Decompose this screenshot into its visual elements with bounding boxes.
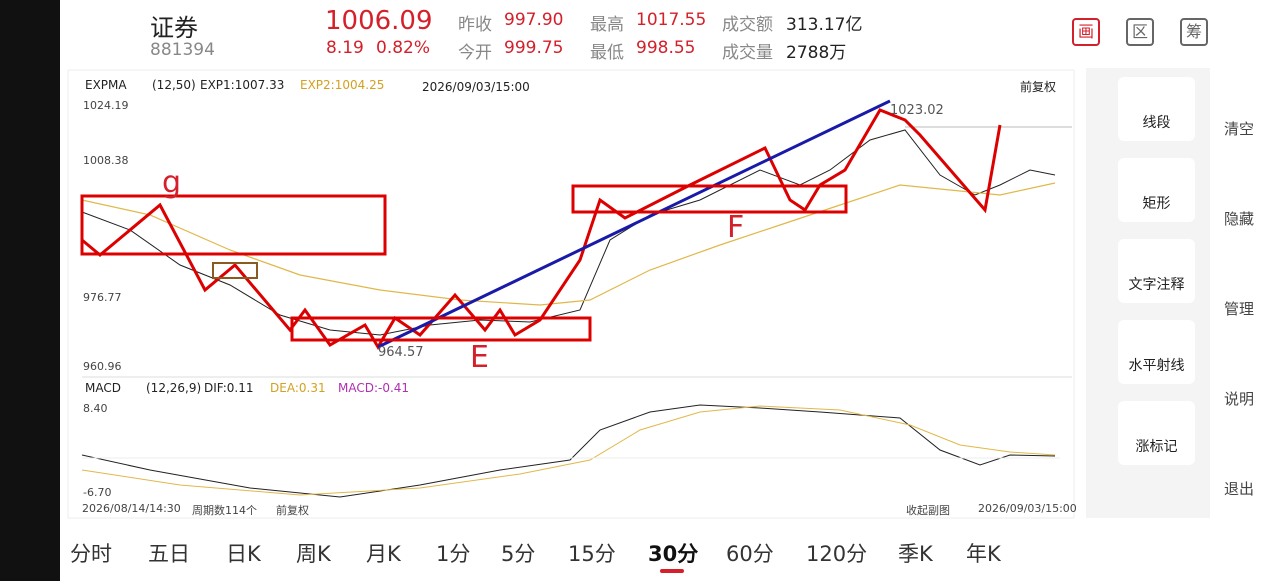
- stat-label: 昨收: [458, 15, 492, 35]
- tool-icon[interactable]: 筹: [1180, 18, 1208, 46]
- stat-label: 成交量: [722, 43, 773, 63]
- exp1: EXP1:1007.33: [200, 78, 285, 92]
- box-f: [571, 184, 848, 214]
- period-tab[interactable]: 30分: [648, 542, 699, 566]
- annotation: F: [727, 210, 745, 245]
- period-tab[interactable]: 月K: [366, 542, 401, 566]
- stock-code: 881394: [150, 40, 215, 60]
- y-label: 960.96: [83, 360, 122, 373]
- tool-button[interactable]: [1118, 158, 1195, 222]
- dea-line: [81, 405, 1056, 496]
- period-tab[interactable]: 季K: [898, 542, 933, 566]
- exp2: EXP2:1004.25: [300, 78, 385, 92]
- box-g: [80, 194, 387, 256]
- indicator: EXPMA: [85, 78, 127, 92]
- tool-button[interactable]: [1118, 320, 1195, 384]
- tool-button[interactable]: [1118, 77, 1195, 141]
- adjust: 前复权: [276, 504, 309, 517]
- side-button[interactable]: 退出: [1224, 480, 1255, 498]
- tool-label[interactable]: 涨标记: [1135, 439, 1178, 455]
- trend-line: [377, 99, 891, 349]
- adjust[interactable]: 前复权: [1020, 80, 1057, 94]
- side-button[interactable]: 说明: [1224, 390, 1255, 408]
- dif-line: [81, 404, 1056, 498]
- period-tab[interactable]: 五日: [148, 542, 190, 566]
- y-label: 976.77: [83, 291, 122, 304]
- high-label: 1023.02: [890, 103, 944, 118]
- period-tab[interactable]: 15分: [568, 542, 616, 566]
- count: 周期数114个: [192, 504, 257, 517]
- stat-label: 最低: [590, 43, 624, 63]
- time: 2026/09/03/15:00: [422, 80, 530, 94]
- stat-label: 今开: [458, 43, 492, 63]
- period-tab[interactable]: 60分: [726, 542, 774, 566]
- params: (12,50): [152, 78, 196, 92]
- tab-indicator: [660, 569, 684, 573]
- y-label: 8.40: [83, 402, 108, 415]
- stat-value: 313.17亿: [786, 15, 863, 35]
- tool-label[interactable]: 矩形: [1142, 196, 1171, 212]
- y-label: 1008.38: [83, 154, 129, 167]
- chart-frame: [67, 69, 1075, 519]
- tool-button[interactable]: [1118, 401, 1195, 465]
- stat-label: 最高: [590, 15, 624, 35]
- tool-label[interactable]: 线段: [1142, 115, 1171, 131]
- annotation: E: [470, 340, 489, 375]
- trend-zigzag: [81, 108, 1002, 350]
- tool-label[interactable]: 文字注释: [1128, 277, 1185, 293]
- period-tab[interactable]: 1分: [436, 542, 471, 566]
- stat-label: 成交额: [722, 15, 773, 35]
- params: (12,26,9): [146, 381, 202, 395]
- tool-button[interactable]: [1118, 239, 1195, 303]
- side-button[interactable]: 管理: [1224, 300, 1255, 318]
- period-tab[interactable]: 年K: [966, 542, 1001, 566]
- side-button[interactable]: 隐藏: [1224, 210, 1255, 228]
- exp1-line: [81, 129, 1056, 336]
- stat-value: 997.90: [504, 10, 564, 30]
- side-button[interactable]: 清空: [1224, 120, 1255, 138]
- time-start: 2026/08/14/14:30: [82, 502, 181, 515]
- annotation: g: [162, 165, 182, 200]
- stat-value: 998.55: [636, 38, 696, 58]
- stock-name: 证券: [150, 14, 198, 42]
- price: 1006.09: [325, 6, 433, 36]
- period-tab[interactable]: 5分: [501, 542, 536, 566]
- change-pct: 0.82%: [376, 38, 431, 58]
- stat-value: 999.75: [504, 38, 564, 58]
- exp2-line: [81, 182, 1056, 306]
- app: [60, 0, 1278, 581]
- tool-icon[interactable]: 画: [1072, 18, 1100, 46]
- tool-label[interactable]: 水平射线: [1128, 358, 1185, 374]
- period-tab[interactable]: 日K: [226, 542, 261, 566]
- stat-value: 1017.55: [636, 10, 707, 30]
- period-tab[interactable]: 120分: [806, 542, 868, 566]
- box-e: [290, 316, 592, 342]
- macd: MACD:-0.41: [338, 381, 410, 395]
- y-label: 1024.19: [83, 99, 129, 112]
- collapse[interactable]: 收起副图: [906, 504, 950, 517]
- dea: DEA:0.31: [270, 381, 326, 395]
- time-end: 2026/09/03/15:00: [978, 502, 1077, 515]
- indicator: MACD: [85, 381, 121, 395]
- change: 8.19: [326, 38, 364, 58]
- low-label: 964.57: [378, 345, 424, 360]
- dif: DIF:0.11: [204, 381, 254, 395]
- y-label: -6.70: [83, 486, 112, 499]
- box-small: [212, 262, 258, 279]
- period-tab[interactable]: 周K: [296, 542, 331, 566]
- period-tab[interactable]: 分时: [70, 542, 112, 566]
- stat-value: 2788万: [786, 43, 847, 63]
- tool-icon[interactable]: 区: [1126, 18, 1154, 46]
